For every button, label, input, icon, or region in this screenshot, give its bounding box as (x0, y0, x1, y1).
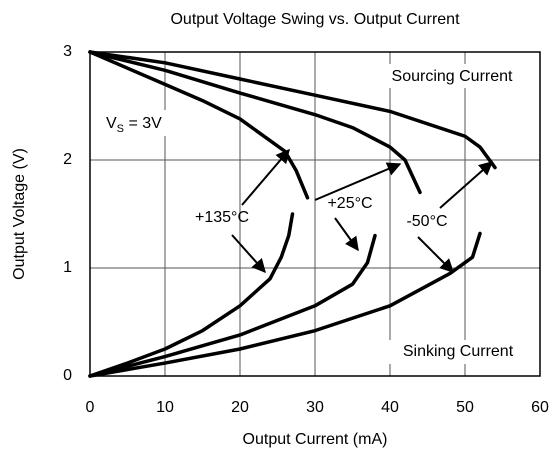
line-series (88, 50, 422, 195)
x-tick-label: 40 (381, 399, 399, 416)
y-axis-label: Output Voltage (V) (11, 148, 28, 280)
line-series (88, 231, 482, 378)
annotation: +135°C (195, 209, 249, 226)
y-tick-label: 0 (63, 367, 72, 384)
arrow (314, 162, 402, 201)
label-background (102, 110, 172, 136)
supply-label: VS = 3V (106, 115, 162, 135)
y-tick-label: 2 (63, 151, 72, 168)
plot-frame (89, 51, 541, 377)
annotation: +25°C (327, 195, 372, 212)
arrow (417, 236, 454, 273)
x-tick-label: 0 (86, 399, 95, 416)
arrow (231, 234, 266, 274)
y-tick-label: 3 (63, 43, 72, 60)
x-tick-label: 10 (156, 399, 174, 416)
label-background (370, 64, 532, 88)
x-tick-label: 50 (456, 399, 474, 416)
chart-title: Output Voltage Swing vs. Output Current (170, 11, 460, 28)
annotation-layer: +135°C +25°C -50°C Sourcing Current Sink… (102, 64, 535, 364)
x-tick-label: 30 (306, 399, 324, 416)
annotation: -50°C (406, 213, 447, 230)
line-series (88, 50, 497, 170)
line-series (88, 212, 295, 378)
label-background (380, 340, 535, 364)
arrow (334, 217, 359, 252)
x-axis-label: Output Current (mA) (243, 431, 388, 448)
arrow (439, 161, 494, 209)
annotation: Sinking Current (403, 343, 514, 360)
annotation: Sourcing Current (392, 68, 514, 85)
line-series (88, 50, 310, 200)
x-tick-label: 20 (231, 399, 249, 416)
arrow (241, 148, 290, 206)
line-series (88, 233, 377, 378)
y-tick-label: 1 (63, 259, 72, 276)
plot-area: 0 10 20 30 40 50 60 0 1 2 3 (63, 43, 549, 416)
x-tick-label: 60 (531, 399, 549, 416)
